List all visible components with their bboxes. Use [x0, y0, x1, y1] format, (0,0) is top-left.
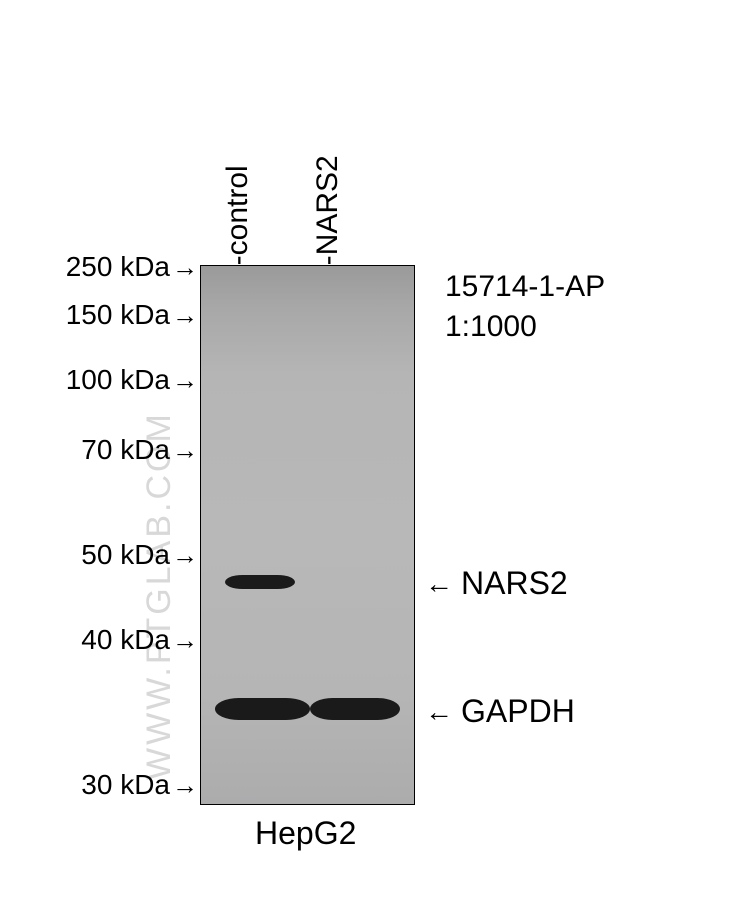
mw-label: 40 kDa	[81, 624, 170, 656]
mw-marker: 30 kDa→	[81, 769, 198, 801]
arrow-right-icon: →	[172, 254, 198, 280]
gapdh-band-lane2	[310, 698, 400, 720]
blot-background	[201, 266, 414, 804]
arrow-right-icon: →	[172, 772, 198, 798]
mw-marker: 100 kDa→	[66, 364, 198, 396]
band-name: NARS2	[461, 565, 568, 602]
mw-marker: 50 kDa→	[81, 539, 198, 571]
antibody-dilution: 1:1000	[445, 310, 537, 344]
western-blot-figure: WWW.PTGLAB.COM si-controlsi-NARS2 250 kD…	[0, 0, 753, 903]
band-annotation: ← NARS2	[425, 565, 568, 602]
arrow-right-icon: →	[172, 627, 198, 653]
mw-label: 30 kDa	[81, 769, 170, 801]
cell-line-label: HepG2	[255, 815, 356, 852]
mw-marker: 40 kDa→	[81, 624, 198, 656]
band-name: GAPDH	[461, 693, 575, 730]
mw-marker: 150 kDa→	[66, 299, 198, 331]
mw-label: 50 kDa	[81, 539, 170, 571]
mw-marker: 250 kDa→	[66, 251, 198, 283]
antibody-catalog: 15714-1-AP	[445, 270, 605, 304]
watermark-text: WWW.PTGLAB.COM	[140, 411, 179, 780]
mw-label: 250 kDa	[66, 251, 170, 283]
mw-label: 100 kDa	[66, 364, 170, 396]
mw-marker: 70 kDa→	[81, 434, 198, 466]
arrow-left-icon: ←	[425, 570, 453, 598]
arrow-right-icon: →	[172, 367, 198, 393]
arrow-right-icon: →	[172, 437, 198, 463]
arrow-left-icon: ←	[425, 698, 453, 726]
gapdh-band-lane1	[215, 698, 310, 720]
arrow-right-icon: →	[172, 542, 198, 568]
mw-label: 150 kDa	[66, 299, 170, 331]
mw-label: 70 kDa	[81, 434, 170, 466]
blot-membrane	[200, 265, 415, 805]
band-annotation: ← GAPDH	[425, 693, 575, 730]
nars2-band-lane1	[225, 575, 295, 589]
arrow-right-icon: →	[172, 302, 198, 328]
